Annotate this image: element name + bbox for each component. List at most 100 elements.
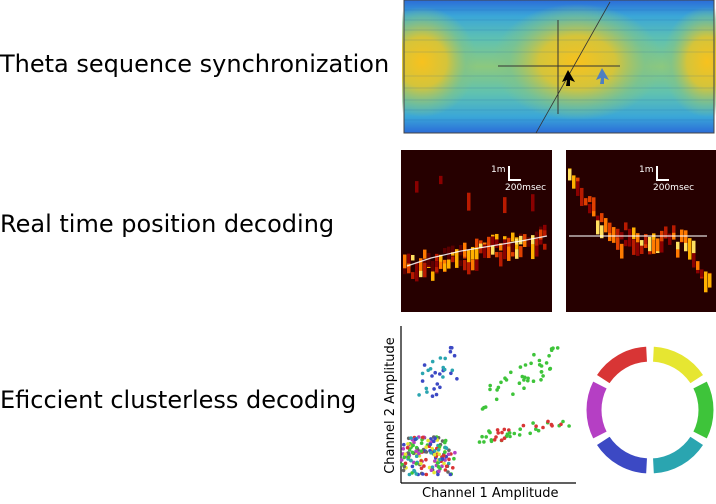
spike-point: [419, 459, 423, 463]
spike-point: [419, 449, 423, 453]
posterior-bin: [507, 246, 511, 261]
spike-point: [561, 419, 565, 424]
ring-segment: [651, 435, 705, 475]
posterior-bin: [435, 267, 439, 273]
posterior-bin: [608, 222, 612, 234]
spike-point: [402, 464, 407, 469]
cluster-scatter: [399, 326, 576, 484]
posterior-bin: [580, 193, 584, 206]
spike-point: [492, 438, 497, 442]
spike-point: [409, 436, 413, 440]
spike-point: [420, 371, 425, 376]
spike-point: [432, 387, 436, 391]
posterior-bin: [624, 240, 628, 247]
posterior-bin: [628, 234, 632, 247]
ring-segment: [595, 435, 649, 475]
spike-point: [427, 465, 432, 470]
spike-point: [426, 438, 430, 443]
black-arrow-icon: [562, 70, 575, 86]
posterior-bin: [640, 245, 644, 254]
decoding-panel-left: 1m 200msec: [401, 150, 552, 312]
spike-point: [425, 390, 429, 394]
posterior-bin: [644, 235, 648, 245]
ring-segment: [595, 345, 649, 385]
posterior-bin: [543, 224, 547, 232]
posterior-bin: [523, 234, 527, 242]
spike-point: [499, 438, 504, 442]
spike-point: [434, 392, 439, 397]
spike-point: [509, 370, 513, 375]
posterior-bin: [652, 233, 656, 243]
spike-point: [450, 368, 455, 373]
spike-point: [531, 421, 535, 425]
spike-point: [502, 436, 507, 440]
spike-point: [529, 361, 533, 366]
spike-point: [430, 374, 434, 378]
posterior-bin: [535, 231, 539, 243]
spike-point: [419, 466, 424, 471]
posterior-bin: [415, 181, 419, 193]
posterior-bin: [511, 232, 515, 242]
spike-point: [528, 431, 532, 436]
posterior-bin: [463, 242, 467, 257]
spike-point: [539, 370, 544, 374]
spike-point: [410, 450, 415, 455]
theta-diagonal-line: [535, 1, 611, 134]
posterior-bin: [543, 243, 547, 250]
posterior-bin: [576, 181, 580, 196]
cluster-xlabel: Channel 1 Amplitude: [422, 486, 559, 501]
spike-point: [414, 449, 418, 453]
spike-point: [435, 382, 440, 386]
spike-point: [532, 352, 536, 357]
spike-point: [495, 428, 500, 432]
spike-point: [443, 450, 447, 454]
posterior-bin: [435, 253, 439, 262]
spike-point: [444, 464, 449, 469]
posterior-bin: [535, 245, 539, 257]
posterior-bin: [531, 235, 535, 247]
spike-point: [430, 359, 435, 364]
scale-time-left: 200msec: [505, 183, 546, 193]
spike-point: [544, 361, 549, 365]
row-label-theta: Theta sequence synchronization: [0, 50, 390, 78]
spike-point: [424, 450, 429, 454]
spike-point: [407, 472, 412, 477]
posterior-bin: [467, 250, 471, 263]
scale-time-right: 200msec: [653, 183, 694, 193]
posterior-bin: [596, 220, 600, 235]
posterior-bin: [535, 238, 539, 248]
spike-point: [421, 472, 425, 476]
posterior-bin: [495, 239, 499, 248]
posterior-bin: [491, 244, 495, 255]
posterior-bin: [407, 258, 411, 272]
posterior-bin: [652, 239, 656, 254]
theta-heatmap: [402, 0, 716, 134]
spike-point: [442, 453, 446, 458]
spike-point: [433, 370, 437, 375]
posterior-bin: [588, 204, 592, 214]
spike-point: [410, 464, 415, 469]
spike-point: [520, 374, 525, 379]
posterior-bin: [572, 175, 576, 184]
spike-point: [448, 472, 453, 477]
row-label-realtime: Real time position decoding: [0, 210, 335, 238]
posterior-bin: [455, 249, 459, 264]
posterior-bin: [459, 260, 463, 267]
spike-point: [446, 470, 450, 474]
posterior-bin: [467, 192, 471, 211]
posterior-bin: [403, 254, 407, 269]
spike-point: [438, 385, 442, 390]
spike-point: [480, 434, 484, 439]
spike-point: [549, 347, 554, 351]
posterior-bin: [423, 262, 427, 278]
posterior-bin: [700, 269, 704, 277]
spike-point: [451, 466, 455, 470]
spike-point: [559, 422, 563, 427]
spike-point: [411, 443, 415, 448]
spike-point: [496, 431, 500, 435]
posterior-bin: [648, 248, 652, 255]
posterior-bin: [487, 244, 491, 259]
posterior-bin: [511, 243, 515, 253]
posterior-bin: [419, 258, 423, 271]
spike-point: [546, 419, 550, 424]
